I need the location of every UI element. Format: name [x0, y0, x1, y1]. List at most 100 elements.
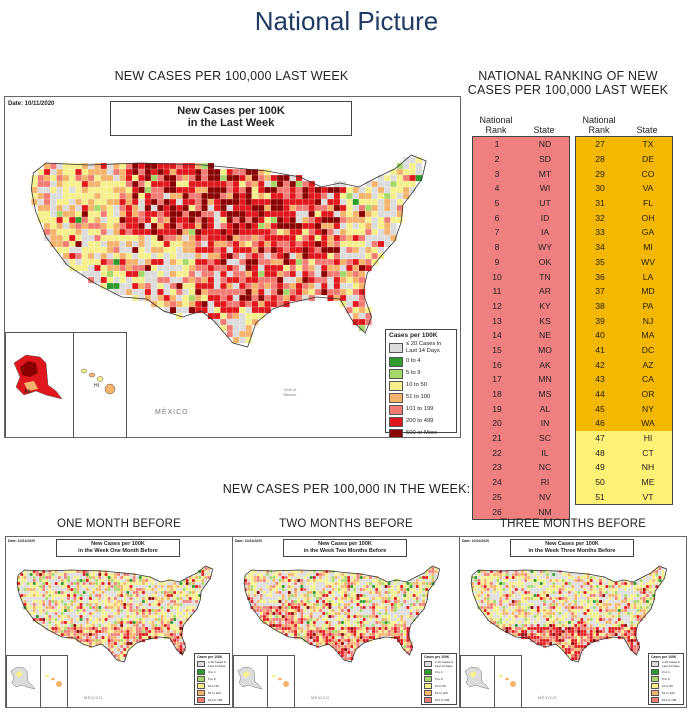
county-cell — [245, 246, 253, 254]
county-cell — [172, 602, 177, 607]
county-cell — [88, 575, 93, 580]
county-cell — [126, 638, 130, 643]
county-cell — [290, 608, 295, 613]
county-cell — [297, 611, 301, 616]
county-cell — [110, 641, 115, 646]
county-cell — [100, 204, 108, 212]
county-cell — [346, 270, 353, 278]
county-cell — [542, 602, 547, 607]
county-cell — [270, 186, 278, 194]
county-cell — [295, 222, 303, 230]
county-cell — [289, 180, 297, 188]
county-cell — [598, 584, 603, 589]
county-cell — [346, 629, 351, 634]
county-cell — [293, 593, 298, 598]
county-cell — [76, 629, 80, 634]
county-cell — [365, 222, 372, 230]
county-cell — [176, 180, 183, 188]
county-cell — [346, 192, 353, 200]
county-cell — [179, 623, 183, 628]
county-cell — [70, 581, 74, 586]
county-cell — [434, 569, 438, 574]
county-cell — [283, 186, 290, 194]
county-cell — [346, 632, 351, 637]
county-cell — [303, 602, 307, 607]
county-cell — [201, 210, 209, 218]
county-cell — [91, 587, 96, 592]
county-cell — [415, 608, 420, 613]
county-cell — [499, 584, 503, 589]
county-cell — [176, 204, 183, 212]
county-cell — [38, 581, 43, 586]
county-cell — [148, 587, 152, 592]
county-cell — [371, 635, 376, 640]
county-cell — [270, 228, 278, 236]
county-cell — [182, 306, 190, 314]
county-cell — [287, 614, 292, 619]
county-cell — [135, 620, 140, 625]
county-cell — [583, 596, 587, 601]
county-cell — [486, 584, 491, 589]
county-cell — [73, 575, 77, 580]
county-cell — [110, 596, 115, 601]
county-cell — [573, 602, 578, 607]
county-cell — [545, 611, 550, 616]
county-cell — [295, 276, 303, 284]
county-cell — [91, 638, 96, 643]
county-cell — [428, 572, 432, 577]
county-cell — [278, 572, 282, 577]
county-cell — [536, 587, 541, 592]
county-cell — [110, 638, 115, 643]
county-cell — [287, 596, 292, 601]
county-cell — [315, 626, 320, 631]
county-cell — [94, 614, 99, 619]
county-cell — [365, 228, 372, 236]
county-cell — [524, 620, 528, 625]
county-cell — [88, 623, 93, 628]
county-cell — [375, 608, 379, 613]
county-cell — [56, 210, 64, 218]
county-cell — [536, 611, 541, 616]
county-cell — [290, 614, 295, 619]
legend-item: 10 to 50 — [424, 683, 454, 689]
county-cell — [150, 264, 158, 272]
county-cell — [306, 602, 310, 607]
history-map-caption: ONE MONTH BEFORE — [57, 518, 181, 530]
county-cell — [371, 614, 376, 619]
county-cell — [94, 204, 101, 212]
county-cell — [340, 572, 345, 577]
county-cell — [62, 228, 70, 236]
county-cell — [278, 593, 282, 598]
county-cell — [135, 614, 140, 619]
county-cell — [251, 186, 259, 194]
county-cell — [38, 614, 43, 619]
county-cell — [54, 620, 59, 625]
county-cell — [104, 575, 108, 580]
ranking-rank: 11 — [492, 286, 502, 297]
county-cell — [371, 581, 376, 586]
county-cell — [176, 599, 180, 604]
county-cell — [589, 575, 594, 580]
county-cell — [201, 180, 209, 188]
county-cell — [300, 623, 304, 628]
county-cell — [182, 192, 190, 200]
county-cell — [346, 240, 353, 248]
county-cell — [520, 587, 525, 592]
county-cell — [580, 605, 584, 610]
county-cell — [343, 572, 348, 577]
county-cell — [517, 572, 522, 577]
county-cell — [309, 602, 314, 607]
county-cell — [125, 222, 133, 230]
county-cell — [197, 581, 202, 586]
county-cell — [75, 186, 83, 194]
history-map-caption: TWO MONTHS BEFORE — [279, 518, 413, 530]
county-cell — [289, 288, 297, 296]
county-cell — [378, 611, 382, 616]
county-cell — [104, 581, 108, 586]
county-cell — [381, 620, 385, 625]
county-cell — [29, 602, 34, 607]
county-cell — [226, 306, 234, 314]
county-cell — [340, 623, 345, 628]
county-cell — [63, 575, 68, 580]
ranking-state: FL — [642, 198, 654, 209]
